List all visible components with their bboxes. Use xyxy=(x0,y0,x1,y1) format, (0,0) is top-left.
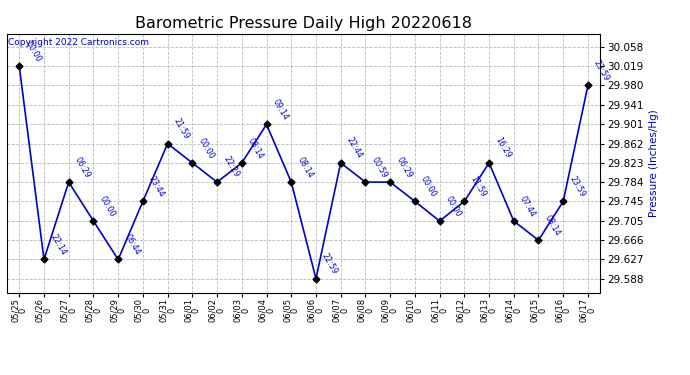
Text: 09:14: 09:14 xyxy=(270,98,290,122)
Text: 00:00: 00:00 xyxy=(197,136,215,160)
Text: 22:59: 22:59 xyxy=(320,251,339,276)
Text: 00:59: 00:59 xyxy=(370,155,388,179)
Text: 23:44: 23:44 xyxy=(147,174,166,198)
Text: 08:14: 08:14 xyxy=(295,155,315,179)
Text: 22:14: 22:14 xyxy=(48,232,68,257)
Title: Barometric Pressure Daily High 20220618: Barometric Pressure Daily High 20220618 xyxy=(135,16,472,31)
Text: 22:44: 22:44 xyxy=(345,136,364,160)
Text: 23:59: 23:59 xyxy=(567,174,586,198)
Text: 00:00: 00:00 xyxy=(97,194,117,218)
Text: 07:44: 07:44 xyxy=(518,194,537,218)
Text: 21:59: 21:59 xyxy=(172,117,191,141)
Text: 00:00: 00:00 xyxy=(23,39,43,63)
Y-axis label: Pressure (Inches/Hg): Pressure (Inches/Hg) xyxy=(649,109,660,217)
Text: 06:29: 06:29 xyxy=(73,155,92,179)
Text: Copyright 2022 Cartronics.com: Copyright 2022 Cartronics.com xyxy=(8,38,149,46)
Text: 23:59: 23:59 xyxy=(592,58,611,83)
Text: 06:44: 06:44 xyxy=(122,232,141,257)
Text: 06:29: 06:29 xyxy=(394,155,413,179)
Text: 08:14: 08:14 xyxy=(246,136,265,160)
Text: 16:29: 16:29 xyxy=(493,136,513,160)
Text: 00:00: 00:00 xyxy=(419,174,438,198)
Text: 08:14: 08:14 xyxy=(542,213,562,237)
Text: 11:59: 11:59 xyxy=(469,174,488,198)
Text: 22:29: 22:29 xyxy=(221,155,241,179)
Text: 00:00: 00:00 xyxy=(444,194,463,218)
